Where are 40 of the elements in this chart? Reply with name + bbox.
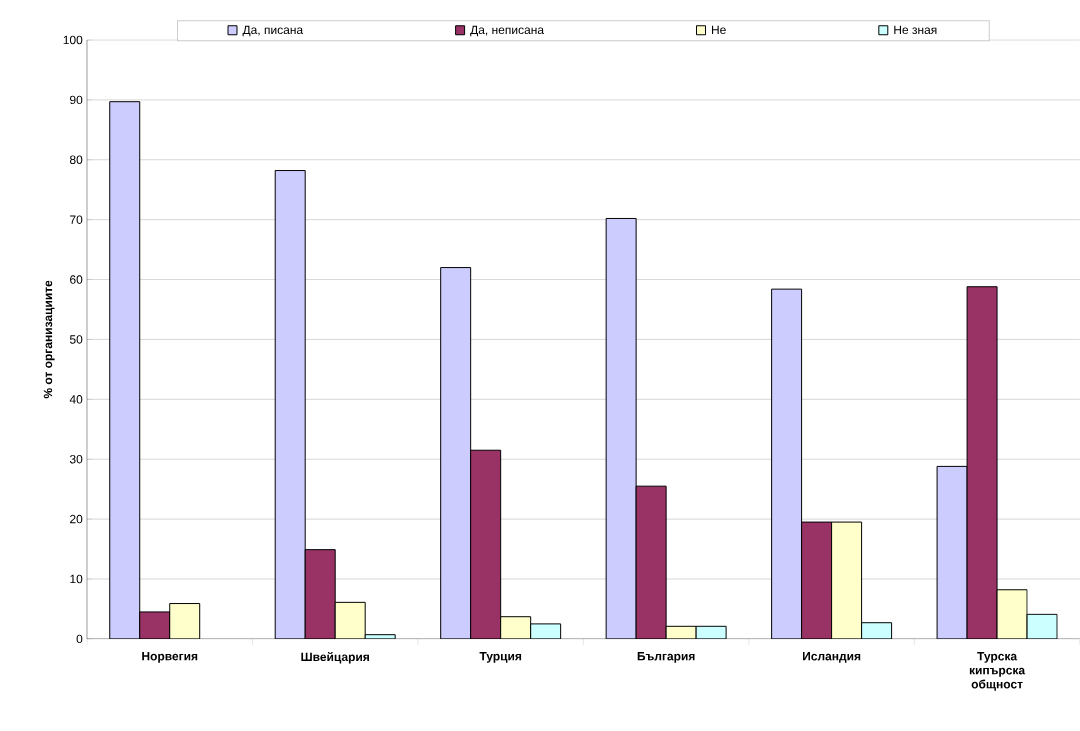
bar [304,549,336,639]
bar [605,218,637,639]
bar [109,101,141,639]
legend-label: Не [712,25,726,35]
bar [169,603,201,639]
x-tick-label: Швейцария [301,652,369,664]
bar [334,601,366,639]
y-tick-label: 30 [69,455,83,464]
bar [139,611,171,639]
y-tick-label: 10 [70,574,83,584]
x-tick-label: България [637,652,695,663]
y-tick-label: 40 [69,395,83,404]
legend-label: Да, неписана [470,25,545,37]
bar [966,286,998,639]
bar [996,589,1028,639]
bar [500,616,532,639]
y-tick-label: 60 [70,275,83,284]
legend-label: Да, писана [242,25,304,37]
legend-label: Не зная [894,25,937,35]
bar [274,170,306,639]
bar [470,449,502,639]
x-tick-label: Турска кипърска общност [969,652,1026,691]
bar [440,267,472,639]
y-axis-title: % от организациите [43,280,55,399]
y-tick-label: 70 [70,215,83,224]
bar [801,521,833,639]
bar [936,465,968,639]
y-tick-label: 20 [70,514,83,524]
y-tick-label: 90 [70,95,83,105]
y-tick-label: 80 [69,155,83,165]
x-tick-label: Исландия [802,652,861,663]
x-tick-label: Турция [479,652,522,663]
y-tick-label: 50 [69,335,83,344]
bar [861,622,893,639]
bar [635,485,667,639]
y-tick-label: 0 [76,634,83,644]
x-tick-label: Норвегия [142,652,198,663]
y-tick-label: 100 [63,35,83,45]
bar [831,521,863,639]
bar [771,288,803,639]
